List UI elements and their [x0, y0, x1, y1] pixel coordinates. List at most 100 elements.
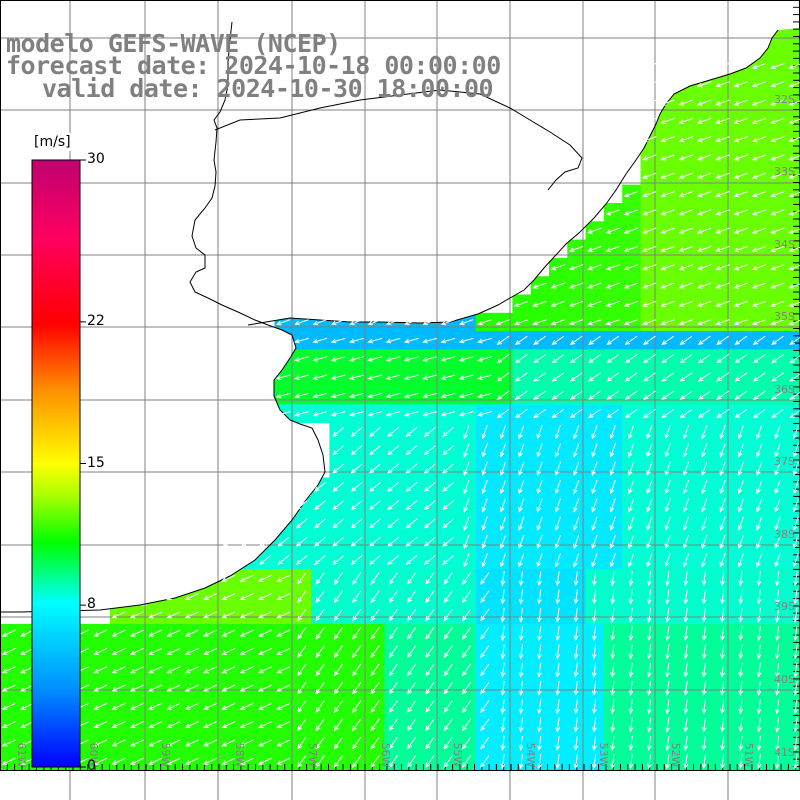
- wind-arrow: [480, 627, 490, 640]
- wind-arrow-head: [642, 210, 648, 216]
- wind-arrow: [789, 246, 800, 252]
- wind-arrow: [297, 663, 307, 676]
- wind-arrow-head: [628, 745, 634, 751]
- wind-arrow-head: [276, 705, 282, 710]
- wind-arrow-head: [756, 672, 762, 678]
- wind-arrow-head: [734, 394, 740, 400]
- wind-arrow: [423, 319, 437, 325]
- wind-arrow-head: [350, 541, 356, 547]
- wind-arrow: [276, 374, 291, 380]
- wind-arrow-head: [257, 705, 264, 710]
- wind-arrow: [776, 626, 780, 641]
- wind-arrow-head: [93, 668, 99, 674]
- wind-arrow-head: [166, 650, 173, 655]
- wind-arrow-head: [789, 376, 795, 382]
- wind-arrow: [463, 479, 470, 494]
- wind-arrow-head: [774, 672, 780, 678]
- wind-arrow-head: [642, 284, 648, 289]
- wind-arrow: [716, 172, 730, 179]
- wind-arrow-head: [555, 672, 561, 678]
- wind-arrow: [556, 607, 560, 622]
- wind-arrow: [739, 626, 743, 641]
- wind-arrow-head: [499, 488, 505, 495]
- wind-arrow: [315, 608, 325, 621]
- wind-arrow-head: [609, 433, 615, 440]
- wind-arrow-head: [774, 488, 779, 495]
- wind-arrow-head: [297, 707, 303, 713]
- wind-arrow-head: [184, 595, 191, 600]
- wind-arrow: [683, 479, 690, 494]
- wind-arrow-head: [481, 433, 487, 440]
- wind-arrow: [442, 536, 455, 547]
- wind-arrow: [679, 172, 693, 179]
- wind-arrow: [610, 498, 616, 512]
- wind-arrow-head: [751, 156, 758, 161]
- wind-arrow: [518, 443, 525, 457]
- wind-arrow-head: [403, 338, 410, 344]
- wind-arrow-head: [554, 452, 560, 458]
- wind-arrow: [2, 739, 16, 747]
- wind-arrow: [753, 335, 766, 345]
- wind-arrow-head: [660, 101, 666, 106]
- wind-arrow: [277, 555, 290, 565]
- wind-arrow: [370, 736, 380, 749]
- wind-arrow: [500, 425, 507, 439]
- wind-arrow-head: [733, 192, 740, 198]
- wind-arrow: [734, 191, 748, 197]
- wind-arrow-head: [276, 613, 282, 619]
- wind-arrow: [148, 721, 163, 728]
- wind-arrow: [661, 300, 675, 307]
- wind-arrow-head: [407, 597, 412, 604]
- wind-arrow: [793, 461, 799, 476]
- wind-arrow-head: [646, 598, 652, 605]
- wind-arrow-head: [568, 302, 575, 307]
- wind-arrow-head: [370, 652, 376, 659]
- wind-arrow: [501, 735, 505, 750]
- wind-arrow: [679, 245, 693, 252]
- wind-cell: [786, 514, 800, 533]
- wind-arrow: [442, 481, 455, 492]
- wind-arrow-head: [788, 174, 794, 179]
- wind-arrow: [758, 717, 761, 732]
- wind-arrow-head: [221, 650, 227, 655]
- wind-arrow: [684, 589, 688, 604]
- wind-arrow: [679, 154, 693, 161]
- wind-arrow: [720, 498, 726, 512]
- wind-arrow-head: [665, 653, 670, 660]
- colorbar-tick-label: 0: [87, 758, 96, 774]
- wind-arrow-head: [333, 634, 339, 640]
- wind-arrow-head: [368, 505, 375, 511]
- wind-arrow-head: [661, 394, 667, 400]
- wind-arrow-head: [352, 744, 358, 750]
- wind-arrow: [258, 684, 272, 692]
- wind-arrow: [520, 735, 523, 750]
- wind-arrow-head: [461, 762, 467, 768]
- wind-arrow-head: [20, 650, 26, 655]
- wind-arrow: [684, 717, 688, 732]
- wind-arrow: [793, 553, 799, 567]
- wind-arrow-head: [387, 486, 393, 492]
- wind-arrow: [716, 227, 730, 234]
- wind-arrow-head: [129, 741, 136, 747]
- wind-arrow-head: [370, 762, 376, 768]
- wind-arrow-head: [275, 375, 282, 380]
- wind-arrow-head: [696, 119, 703, 124]
- wind-arrow-head: [751, 137, 758, 143]
- wind-arrow: [480, 681, 490, 694]
- wind-arrow-head: [387, 431, 393, 437]
- wind-arrow: [241, 536, 253, 547]
- wind-arrow: [2, 721, 16, 728]
- wind-arrow-head: [678, 247, 685, 253]
- wind-arrow: [776, 754, 780, 769]
- wind-arrow: [735, 354, 748, 364]
- wind-arrow: [334, 663, 344, 676]
- wind-arrow: [646, 425, 653, 439]
- wind-arrow: [533, 300, 547, 307]
- wind-arrow-head: [111, 668, 118, 674]
- wind-arrow: [758, 644, 761, 659]
- wind-arrow: [774, 443, 781, 457]
- wind-arrow: [665, 553, 671, 567]
- wind-arrow-head: [405, 468, 411, 474]
- wind-arrow-head: [352, 634, 358, 640]
